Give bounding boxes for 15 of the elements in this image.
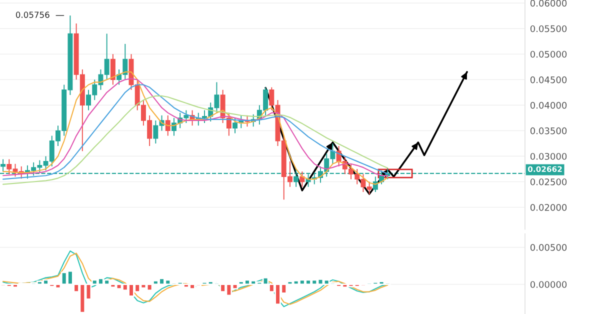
y-tick-label: 0.03500 <box>530 127 567 134</box>
y-tick-label: 0.03000 <box>530 152 567 160</box>
candlestick <box>165 114 170 136</box>
y-tick-label: 0.04000 <box>530 102 567 109</box>
y-tick-label: 0.05500 <box>530 25 567 32</box>
y-tick-label: 0.02500 <box>530 178 567 186</box>
annotation: 0.05756 <box>16 12 50 18</box>
y-tick-label: 0.00000 <box>530 281 567 288</box>
y-tick-label: 0.00500 <box>530 244 567 251</box>
y-tick-label: 0.05000 <box>530 50 567 58</box>
candlestick <box>110 54 116 86</box>
candlestick <box>0 158 6 172</box>
y-tick-label: 0.04500 <box>530 76 567 84</box>
y-tick-label: 0.06000 <box>530 0 567 7</box>
y-tick-label: 0.02000 <box>530 204 567 211</box>
